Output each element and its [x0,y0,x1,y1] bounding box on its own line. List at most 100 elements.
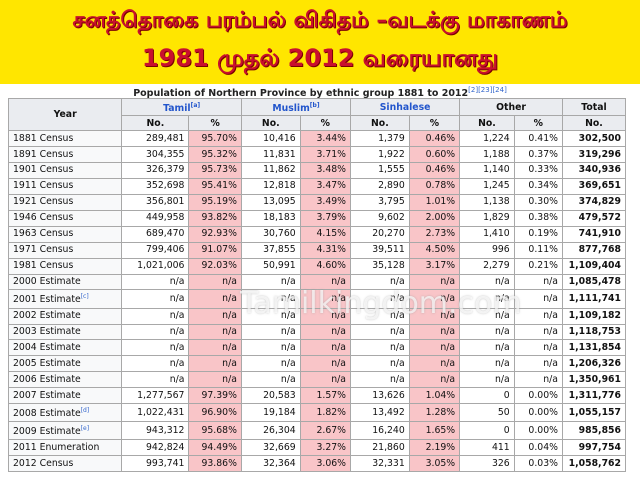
cell-muslim-pct: 3.48% [299,161,352,179]
caption-refs[interactable]: [2][23][24] [468,86,507,94]
banner-title-line-2: 1981 முதல் 2012 வரையானது [141,44,499,72]
cell-tamil-pct: 91.07% [188,241,242,259]
cell-tamil-no: 993,741 [121,455,190,473]
cell-muslim-pct: 4.60% [299,257,352,275]
cell-muslim-no: 26,304 [240,421,301,441]
cell-year: 2000 Estimate [7,273,123,291]
cell-other-pct: 0.34% [513,177,563,195]
cell-year: 1971 Census [7,241,123,259]
header-muslim-no: No. [240,115,301,132]
cell-sinhalese-no: 20,270 [350,225,410,243]
cell-year: 2005 Estimate [7,355,123,373]
table-row: 2011 Enumeration 942,824 94.49% 32,669 3.27%… [7,439,627,457]
cell-other-no: n/a [459,339,515,357]
cell-sinhalese-pct: 0.78% [408,177,461,195]
cell-muslim-no: 18,183 [240,209,301,227]
table-row: 1971 Census 799,406 91.07% 37,855 4.31% 39,51… [7,241,627,259]
cell-sinhalese-pct: n/a [408,339,461,357]
cell-other-no: n/a [459,323,515,341]
cell-year: 2011 Enumeration [7,439,123,457]
cell-other-pct: 0.41% [513,130,563,148]
table-header-row-groups: Year Tamil[a] Muslim[b] Sinhalese Other … [7,97,627,132]
header-other-pct: % [513,115,563,132]
cell-year: 2001 Estimate[c] [7,289,123,309]
cell-total: 877,768 [561,241,627,259]
cell-tamil-no: 1,277,567 [121,387,190,405]
cell-tamil-pct: n/a [188,323,242,341]
cell-year: 1901 Census [7,161,123,179]
cell-tamil-pct: n/a [188,355,242,373]
cell-total: 997,754 [561,439,627,457]
cell-sinhalese-pct: 1.04% [408,387,461,405]
cell-tamil-pct: n/a [188,289,242,309]
cell-muslim-no: 32,669 [240,439,301,457]
cell-muslim-no: 50,991 [240,257,301,275]
table-row: 1981 Census 1,021,006 92.03% 50,991 4.60% 35,… [7,257,627,275]
cell-other-pct: 0.04% [513,439,563,457]
year-label: 2009 Estimate [13,426,81,438]
header-year: Year [7,97,123,132]
cell-sinhalese-pct: n/a [408,323,461,341]
cell-muslim-no: n/a [240,307,301,325]
cell-sinhalese-no: n/a [350,339,410,357]
cell-tamil-no: n/a [121,355,190,373]
table-row: 2001 Estimate[c] n/a n/a n/a n/a n/a n/a n/a n/a… [7,289,627,309]
cell-tamil-pct: n/a [188,339,242,357]
cell-sinhalese-no: 1,379 [350,130,410,148]
cell-sinhalese-no: 3,795 [350,193,410,211]
cell-muslim-pct: 3.71% [299,146,352,163]
cell-tamil-no: 352,698 [121,177,190,195]
cell-sinhalese-pct: 4.50% [408,241,461,259]
table-header-row-sub: No. % No. % No. % No. % No. [9,115,627,132]
header-sinhalese[interactable]: Sinhalese [350,97,461,117]
cell-total: 1,131,854 [561,339,627,357]
table-row: 2006 Estimate n/a n/a n/a n/a n/a n/a n/a n/a 1,3… [7,371,627,389]
cell-muslim-no: 37,855 [240,241,301,259]
header-tamil[interactable]: Tamil[a] [121,97,242,117]
cell-muslim-pct: n/a [299,355,352,373]
year-label: 2000 Estimate [13,276,81,287]
table-row: 2005 Estimate n/a n/a n/a n/a n/a n/a n/a n/a 1,2… [7,355,627,373]
cell-total: 1,311,776 [561,387,627,405]
cell-sinhalese-no: 2,890 [350,177,410,195]
cell-total: 374,829 [561,193,627,211]
header-muslim-pct: % [299,115,352,132]
cell-sinhalese-pct: 0.46% [408,161,461,179]
cell-muslim-no: n/a [240,273,301,291]
header-sinhalese-pct: % [408,115,461,132]
cell-sinhalese-pct: n/a [408,273,461,291]
cell-muslim-pct: 1.82% [299,403,352,423]
year-label: 1891 Census [13,148,74,160]
reference-link[interactable]: [d] [80,407,90,415]
cell-year: 1963 Census [7,225,123,243]
cell-other-no: 1,410 [459,225,515,243]
header-tamil-no: No. [121,115,190,132]
header-muslim[interactable]: Muslim[b] [240,97,352,117]
cell-muslim-no: 11,831 [240,146,301,163]
cell-year: 1881 Census [7,130,123,148]
cell-sinhalese-pct: 3.17% [408,257,461,275]
reference-link[interactable]: [e] [80,425,90,433]
cell-other-pct: 0.37% [513,146,563,163]
year-label: 1901 Census [13,164,74,176]
cell-tamil-pct: 95.73% [188,161,242,179]
cell-other-pct: n/a [513,339,563,357]
cell-other-no: 1,224 [459,130,515,148]
cell-other-no: 1,829 [459,209,515,227]
cell-other-no: 1,188 [459,146,515,163]
cell-year: 2006 Estimate [7,371,123,389]
cell-other-no: n/a [459,273,515,291]
cell-tamil-no: 289,481 [121,130,190,148]
cell-other-no: n/a [459,371,515,389]
cell-muslim-no: 12,818 [240,177,301,195]
cell-tamil-pct: 93.82% [188,209,242,227]
cell-tamil-no: 689,470 [121,225,190,243]
reference-link[interactable]: [c] [80,293,89,301]
cell-muslim-pct: n/a [299,371,352,389]
cell-other-pct: n/a [513,355,563,373]
population-table: Year Tamil[a] Muslim[b] Sinhalese Other … [7,97,627,473]
cell-muslim-pct: 2.67% [299,421,352,441]
table-row: 1881 Census 289,481 95.70% 10,416 3.44% 1,379… [7,130,627,148]
cell-muslim-no: 11,862 [240,161,301,179]
year-label: 1963 Census [13,228,74,240]
